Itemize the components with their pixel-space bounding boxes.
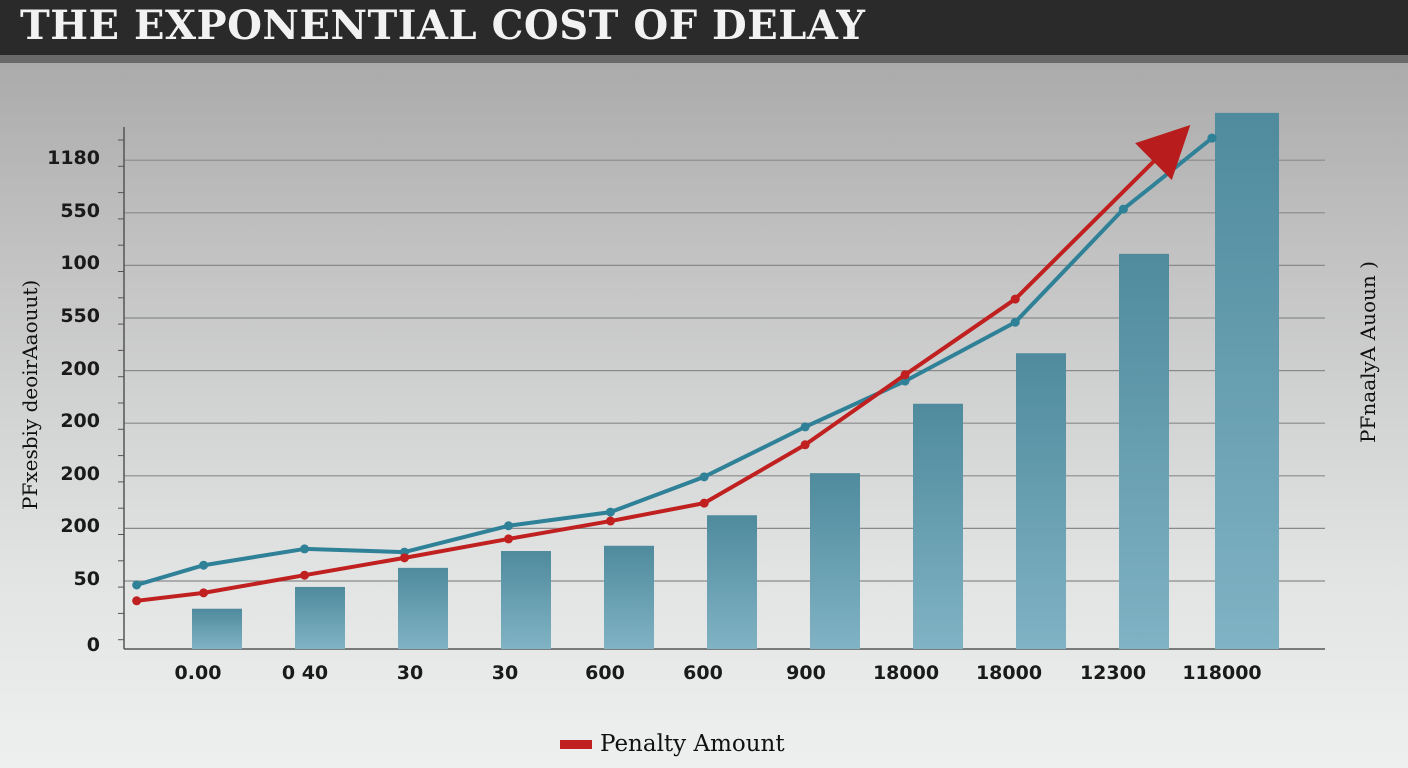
data-point [199,560,209,570]
x-tick-label: 118000 [1182,662,1262,684]
data-point [503,521,513,531]
series-0-line [136,136,1214,587]
y-tick-label: 200 [60,462,100,485]
data-point [605,516,615,526]
data-point [900,376,910,386]
x-tick-label: 600 [683,662,723,684]
data-point [1010,317,1020,327]
bar-30 [398,567,448,649]
bar-12300 [1119,253,1169,649]
data-point [1118,204,1128,214]
data-point [199,588,209,598]
x-tick-label: 0 40 [281,662,329,684]
x-tick-label: 0.00 [174,662,222,684]
arrowhead-icon [1135,124,1191,181]
title-bar: THE EXPONENTIAL COST OF DELAY [0,0,1408,55]
y-tick-label: 50 [73,568,100,590]
legend-label-penalty: Penalty Amount [600,731,785,757]
y-tick-label: 550 [60,199,100,222]
y-tick-label: 100 [60,252,100,275]
data-point [1207,133,1217,143]
data-point [399,553,409,563]
x-tick-label: 18000 [975,662,1043,684]
bar-118000 [1215,112,1279,650]
x-tick-label: 30 [396,662,424,684]
legend: Penalty Amount [560,731,785,757]
x-tick-label: 900 [786,662,826,684]
bar-30 [501,551,551,649]
data-point [800,440,810,450]
data-point [300,544,310,554]
y-axis-title-left: PFxesbiy deoirAaouut) [18,279,42,510]
x-tick-label: 12300 [1079,662,1147,684]
bar-600 [707,515,757,649]
data-point [699,498,709,508]
y-axis-title-right: PFnaalyA Auoun ) [1356,261,1380,443]
data-point [132,580,142,590]
title-divider [0,55,1408,63]
bar-900 [810,473,860,649]
data-point [699,472,709,482]
data-point [900,370,910,380]
legend-swatch-penalty [560,739,592,749]
chart-title: THE EXPONENTIAL COST OF DELAY [20,2,866,49]
y-tick-label: 200 [60,515,100,538]
y-tick-label: 0 [86,634,100,656]
data-point [1010,294,1020,304]
y-tick-label: 1180 [47,147,100,170]
data-point [132,596,142,606]
bar-18000 [913,403,963,649]
y-tick-label: 200 [60,357,100,380]
bar-0-00 [192,608,242,649]
penalty-line [136,154,1161,603]
bar-0-40 [295,586,345,649]
y-tick-label: 200 [60,410,100,433]
data-point [300,570,310,580]
data-point [605,507,615,517]
bar-18000 [1016,353,1066,649]
y-tick-label: 550 [60,305,100,327]
x-tick-label: 600 [585,662,625,684]
data-point [800,422,810,432]
bar-600 [604,545,654,649]
x-tick-label: 18000 [872,662,940,684]
data-point [503,534,513,544]
x-tick-label: 30 [491,662,519,684]
